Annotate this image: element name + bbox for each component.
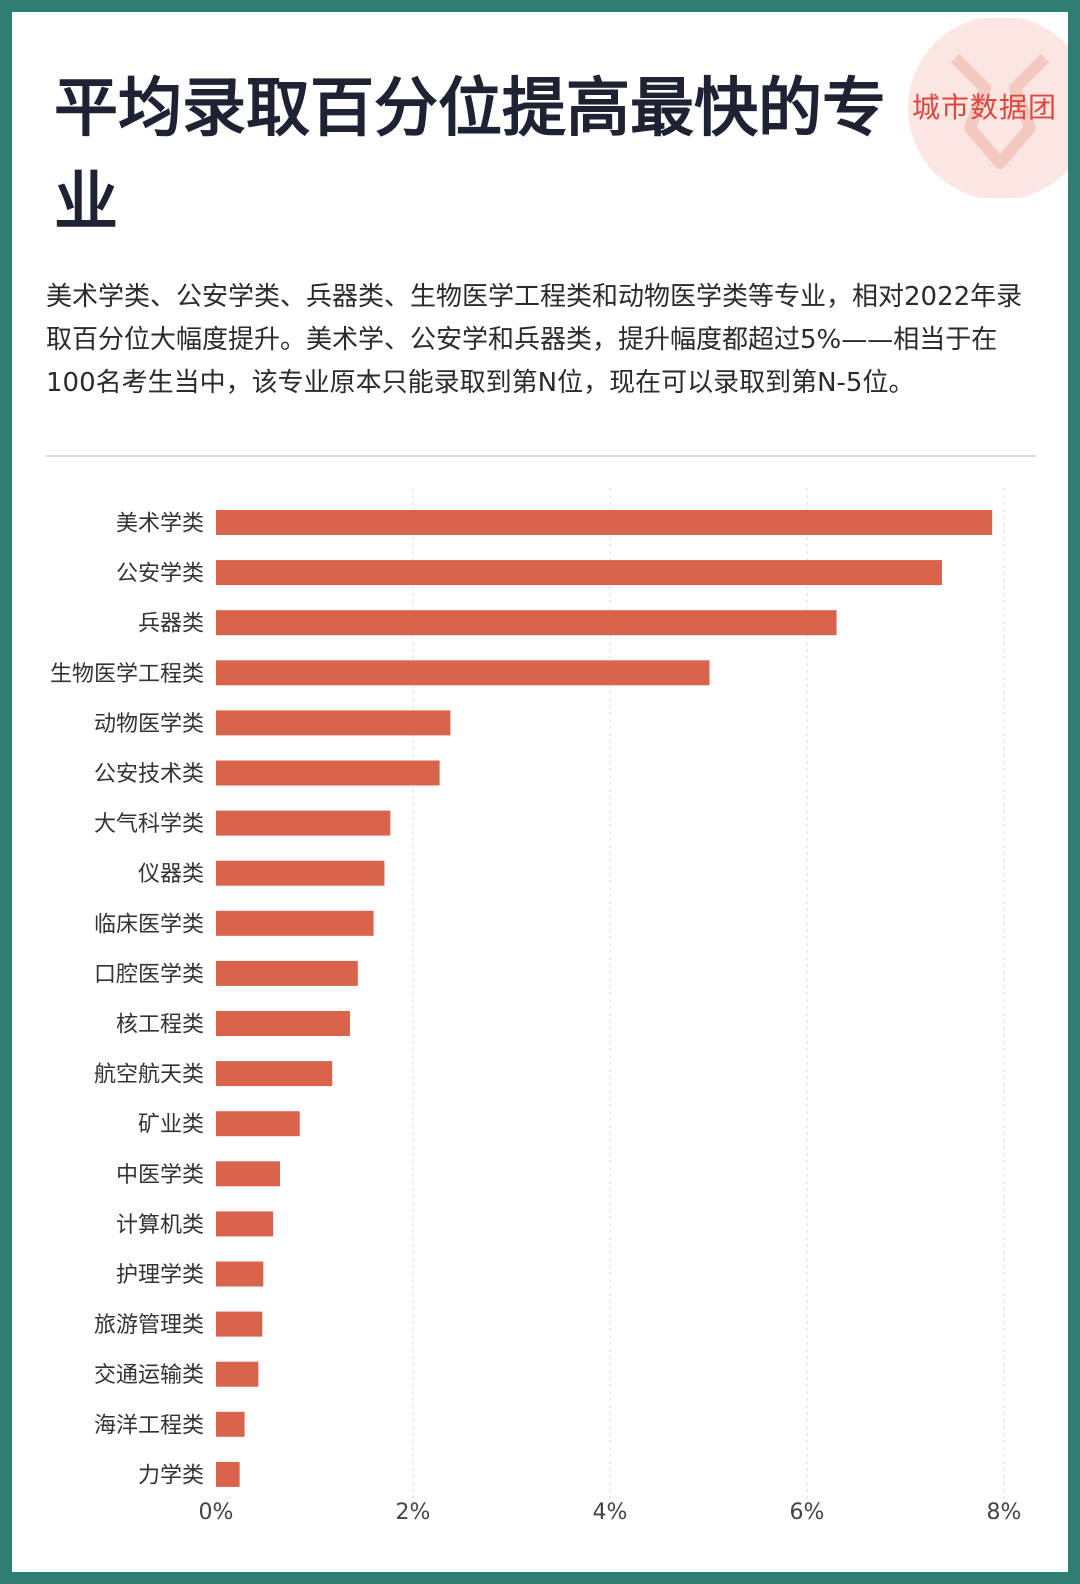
bar-9: [216, 910, 374, 936]
bar-1: [216, 510, 993, 535]
bar-5: [216, 710, 451, 736]
bar-15: [216, 1211, 274, 1237]
category-label: 生物医学工程类: [50, 662, 204, 687]
bar-20: [216, 1461, 240, 1487]
x-tick-label: 8%: [987, 1500, 1022, 1525]
bar-17: [216, 1311, 263, 1337]
category-label: 交通运输类: [94, 1363, 204, 1388]
bar-14: [216, 1161, 281, 1187]
category-label: 动物医学类: [94, 712, 204, 737]
bar-chart: 美术学类公安学类兵器类生物医学工程类动物医学类公安技术类大气科学类仪器类临床医学…: [50, 488, 1022, 1525]
bar-11: [216, 1011, 350, 1036]
x-tick-label: 2%: [396, 1500, 431, 1525]
bar-18: [216, 1361, 259, 1387]
brand-name: 城市数据团: [912, 91, 1058, 124]
category-label: 航空航天类: [94, 1063, 204, 1088]
bar-10: [216, 960, 358, 986]
brand-logo-icon: [908, 18, 1068, 198]
bar-3: [216, 610, 837, 636]
bar-19: [216, 1411, 245, 1437]
bar-2: [216, 560, 942, 586]
category-label: 护理学类: [116, 1263, 204, 1288]
category-label: 海洋工程类: [94, 1413, 204, 1438]
page-description: 美术学类、公安学类、兵器类、生物医学工程类和动物医学类等专业，相对2022年录取…: [46, 282, 1023, 398]
bar-4: [216, 660, 710, 686]
category-label: 仪器类: [138, 862, 204, 887]
bar-12: [216, 1061, 333, 1087]
category-label: 兵器类: [138, 612, 204, 637]
category-label: 大气科学类: [94, 812, 204, 837]
page-title: 平均录取百分位提高最快的专业: [54, 72, 886, 240]
category-label: 中医学类: [116, 1163, 204, 1188]
divider: [46, 455, 1036, 457]
category-label: 旅游管理类: [94, 1313, 204, 1338]
x-tick-label: 0%: [199, 1500, 234, 1525]
x-tick-label: 6%: [790, 1500, 825, 1525]
category-label: 矿业类: [138, 1113, 204, 1138]
x-tick-label: 4%: [593, 1500, 628, 1525]
bar-6: [216, 760, 440, 786]
category-label: 临床医学类: [94, 912, 204, 937]
category-label: 口腔医学类: [94, 962, 204, 987]
chart-card: 城市数据团 平均录取百分位提高最快的专业 美术学类、公安学类、兵器类、生物医学工…: [12, 12, 1068, 1572]
category-label: 力学类: [138, 1463, 204, 1488]
category-label: 公安学类: [116, 562, 204, 587]
category-label: 核工程类: [116, 1013, 204, 1038]
category-label: 美术学类: [116, 512, 204, 537]
bar-16: [216, 1261, 264, 1287]
bar-8: [216, 860, 385, 886]
category-label: 计算机类: [116, 1213, 204, 1238]
bar-13: [216, 1111, 300, 1137]
bar-7: [216, 810, 391, 836]
category-label: 公安技术类: [94, 762, 204, 787]
